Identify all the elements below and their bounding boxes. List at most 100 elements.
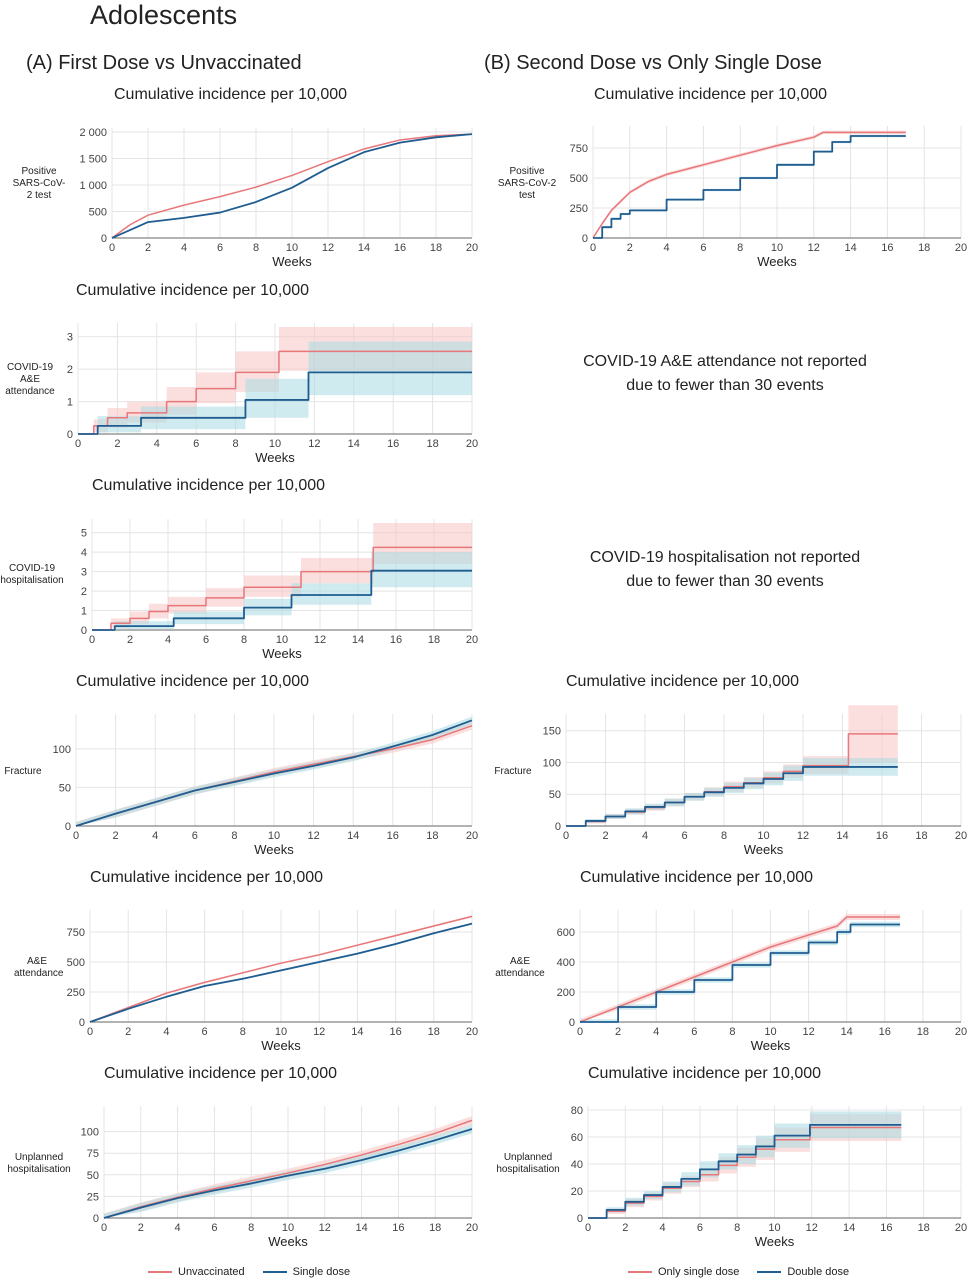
a_hosp-xtick-label: 4 [175, 1222, 181, 1234]
panel-title-a-hosp: Cumulative incidence per 10,000 [104, 1065, 338, 1082]
a_frac-xtick-label: 20 [466, 830, 478, 842]
a_ae-series-red [89, 915, 473, 1023]
a_hosp-xtick-label: 0 [101, 1222, 107, 1234]
a_covhosp-xtick-label: 4 [165, 634, 171, 646]
ylabel-b-pos: Positive SARS-CoV-2 test [497, 166, 557, 201]
b_hosp-xtick-label: 4 [660, 1222, 666, 1234]
a_covhosp-ytick-label: 0 [81, 625, 87, 637]
ylabel-a-pos: Positive SARS-CoV-2 test [12, 166, 66, 201]
b_frac-xtick-label: 4 [642, 830, 648, 842]
a_ae-xtick-label: 8 [240, 1026, 246, 1038]
panel-title-b-pos: Cumulative incidence per 10,000 [594, 86, 828, 103]
a_covhosp-xtick-label: 0 [89, 634, 95, 646]
a_covhosp-xtick-label: 14 [352, 634, 364, 646]
a_frac-xtick-label: 8 [231, 830, 237, 842]
a_covhosp-band-red [92, 523, 472, 630]
a_ae-ytick-label: 500 [67, 957, 85, 969]
b_frac-xtick-label: 20 [955, 830, 967, 842]
a_ae-ytick-label: 0 [79, 1017, 85, 1029]
a_covhosp-ytick-label: 5 [81, 528, 87, 540]
b_ae-xtick-label: 6 [691, 1026, 697, 1038]
ylabel-b-hosp: Unplanned hospitalisation [496, 1152, 560, 1175]
b_ae-xtick-label: 18 [917, 1026, 929, 1038]
b_frac-ytick-label: 0 [555, 821, 561, 833]
b_frac-ytick-label: 150 [543, 726, 561, 738]
a_covae-band-blue [78, 341, 472, 434]
b_hosp-xtick-label: 10 [768, 1222, 780, 1234]
a_frac-ytick-label: 50 [59, 782, 71, 794]
a_frac-xtick-label: 18 [426, 830, 438, 842]
b_pos-xtick-label: 16 [881, 242, 893, 254]
a_ae-xtick-label: 4 [163, 1026, 169, 1038]
a_covhosp-xtick-label: 12 [314, 634, 326, 646]
panel-title-a-covae: Cumulative incidence per 10,000 [76, 282, 310, 299]
b_ae-series-blue [580, 923, 901, 1023]
a_covhosp-xtick-label: 18 [428, 634, 440, 646]
a_pos-xtick-label: 2 [145, 242, 151, 254]
panel-title-b-hosp: Cumulative incidence per 10,000 [588, 1065, 822, 1082]
a_covae-xtick-label: 8 [233, 438, 239, 450]
b_hosp-series-blue [588, 1123, 902, 1219]
b_frac-xtick-label: 8 [721, 830, 727, 842]
b_pos-xlabel: Weeks [757, 254, 797, 269]
a_frac-xtick-label: 0 [73, 830, 79, 842]
b_pos-ytick-label: 0 [582, 233, 588, 245]
a_pos-xtick-label: 16 [394, 242, 406, 254]
b_frac-ytick-label: 100 [543, 757, 561, 769]
a_pos-xtick-label: 18 [430, 242, 442, 254]
b_pos-series-red [592, 131, 906, 239]
a_covae-xtick-label: 18 [426, 438, 438, 450]
column-a-title: (A) First Dose vs Unvaccinated [26, 52, 302, 74]
panel-title-a-ae: Cumulative incidence per 10,000 [90, 869, 324, 886]
b_ae-grid [579, 910, 962, 1023]
b_frac-xtick-label: 18 [915, 830, 927, 842]
a_hosp-xtick-label: 2 [138, 1222, 144, 1234]
b_pos-xtick-label: 2 [627, 242, 633, 254]
note-hosp-line-2: due to fewer than 30 events [626, 573, 824, 590]
a_covhosp-ytick-label: 4 [81, 547, 87, 559]
a_hosp-xtick-label: 10 [282, 1222, 294, 1234]
a_pos-xtick-label: 20 [466, 242, 478, 254]
a_covae-xtick-label: 16 [387, 438, 399, 450]
a_frac-band-blue [76, 716, 472, 826]
b_pos-xtick-label: 10 [771, 242, 783, 254]
b_ae-xtick-label: 4 [653, 1026, 659, 1038]
ylabel-a-hosp: Unplanned hospitalisation [7, 1152, 71, 1175]
b_ae-xtick-label: 8 [729, 1026, 735, 1038]
a_covae-xtick-label: 20 [466, 438, 478, 450]
a_pos-xtick-label: 12 [322, 242, 334, 254]
b_hosp-xtick-label: 8 [734, 1222, 740, 1234]
a_ae-xlabel: Weeks [261, 1038, 301, 1053]
a_frac-xtick-label: 2 [113, 830, 119, 842]
a_frac-xlabel: Weeks [254, 842, 294, 857]
a_frac-xtick-label: 16 [387, 830, 399, 842]
a_covae-series-blue [78, 371, 472, 435]
b_hosp-ytick-label: 80 [571, 1105, 583, 1117]
a_covhosp-series-blue [92, 569, 472, 631]
ylabel-b-ae: A&E attendance [495, 956, 545, 979]
a_ae-series-blue [89, 922, 473, 1023]
b_pos-xtick-label: 12 [808, 242, 820, 254]
a_covhosp-ytick-label: 1 [81, 606, 87, 618]
b_hosp-xtick-label: 6 [697, 1222, 703, 1234]
legend-item-only-single-dose: Only single dose [628, 1266, 739, 1278]
a_hosp-ytick-label: 25 [87, 1191, 99, 1203]
a_covhosp-series-red [92, 546, 472, 631]
a_ae-xtick-label: 0 [87, 1026, 93, 1038]
legend-b: Only single dose Double dose [628, 1266, 867, 1278]
panel-title-a-pos: Cumulative incidence per 10,000 [114, 86, 348, 103]
a_hosp-ytick-label: 50 [87, 1170, 99, 1182]
a_pos-xtick-label: 8 [253, 242, 259, 254]
a_covhosp-xtick-label: 2 [127, 634, 133, 646]
a_ae-xtick-label: 18 [428, 1026, 440, 1038]
b_frac-xlabel: Weeks [744, 842, 784, 857]
a_hosp-xtick-label: 20 [466, 1222, 478, 1234]
b_frac-xtick-label: 6 [681, 830, 687, 842]
a_hosp-xtick-label: 14 [355, 1222, 367, 1234]
a_covhosp-xtick-label: 16 [390, 634, 402, 646]
b_ae-xlabel: Weeks [751, 1038, 791, 1053]
note-ae-line-1: COVID-19 A&E attendance not reported [583, 353, 867, 370]
